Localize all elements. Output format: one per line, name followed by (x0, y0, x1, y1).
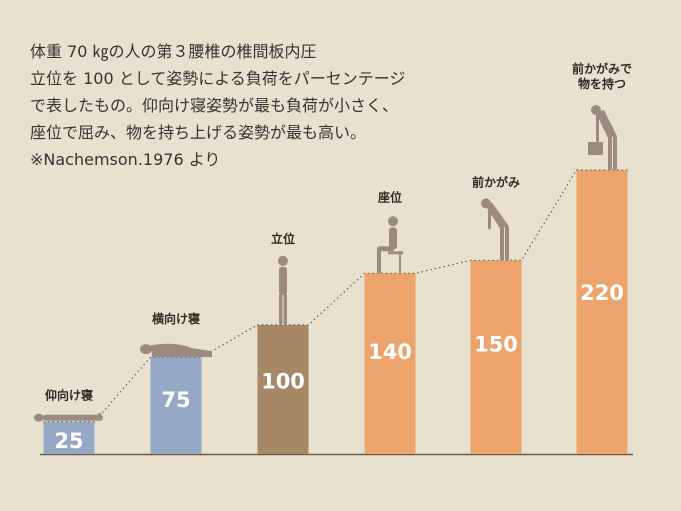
value-label-2: 75 (161, 388, 190, 412)
bar-2 (150, 357, 202, 454)
category-label-5: 前かがみ (472, 174, 520, 189)
chart-description: 体重 70 ㎏の人の第３腰椎の椎間板内圧 立位を 100 として姿勢による負荷を… (30, 38, 490, 173)
bar-4 (364, 273, 416, 454)
description-line-4: 座位で屈み、物を持ち上げる姿勢が最も高い。 (30, 123, 367, 142)
figure-bending-icon (481, 198, 509, 261)
description-line-1: 体重 70 ㎏の人の第３腰椎の椎間板内圧 (30, 42, 317, 61)
figure-lifting-icon (588, 105, 617, 170)
figure-sitting-icon (377, 216, 403, 274)
bar-5 (470, 260, 522, 454)
bar-3 (257, 324, 309, 454)
figure-standing-icon (278, 255, 288, 325)
category-label-6: 前かがみで物を持つ (572, 61, 632, 91)
value-label-1: 25 (54, 429, 83, 453)
value-label-4: 140 (368, 340, 412, 364)
value-label-3: 100 (261, 369, 305, 393)
figure-supine-icon (34, 412, 103, 422)
description-line-3: で表したもの。仰向け寝姿勢が最も負荷が小さく、 (30, 96, 399, 115)
category-label-4: 座位 (377, 189, 402, 204)
bar-1 (43, 421, 95, 454)
trend-line (43, 169, 628, 423)
description-line-5: ※Nachemson.1976 より (30, 150, 221, 169)
figure-side-lying-icon (140, 343, 212, 358)
category-label-1: 仰向け寝 (45, 388, 93, 403)
description-line-2: 立位を 100 として姿勢による負荷をパーセンテージ (30, 69, 406, 88)
category-label-2: 横向け寝 (152, 311, 200, 326)
bar-6 (576, 170, 628, 454)
value-label-5: 150 (474, 333, 518, 357)
value-label-6: 220 (580, 281, 624, 305)
category-label-3: 立位 (271, 231, 295, 246)
